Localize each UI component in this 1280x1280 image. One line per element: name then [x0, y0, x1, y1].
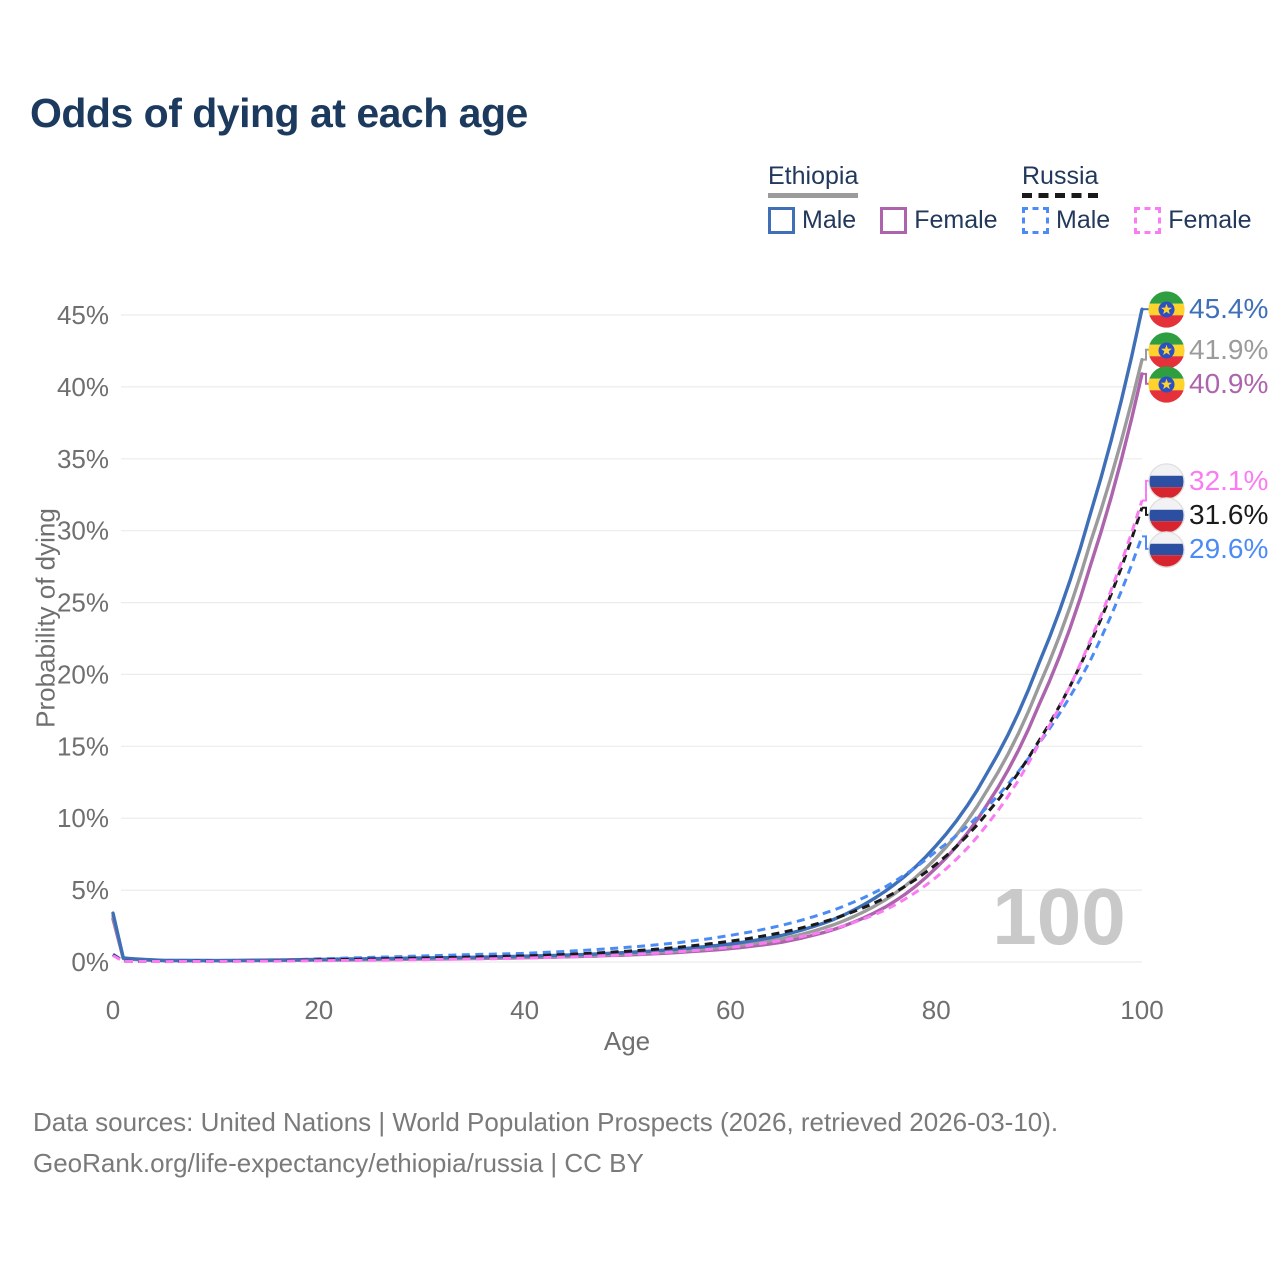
end-label-russia-both[interactable]: 31.6%: [1148, 496, 1268, 534]
legend-label: Female: [1168, 206, 1252, 234]
legend-country-russia[interactable]: Russia: [1022, 162, 1099, 198]
end-value-label: 32.1%: [1189, 465, 1269, 496]
x-tick-label: 80: [922, 995, 951, 1025]
ethiopia-flag-icon: [1148, 331, 1185, 369]
y-tick-label: 10%: [57, 803, 109, 833]
x-tick-label: 20: [304, 995, 333, 1025]
x-tick-label: 60: [716, 995, 745, 1025]
end-label-russia-male[interactable]: 29.6%: [1148, 530, 1268, 568]
end-label-ethiopia-female[interactable]: 40.9%: [1148, 365, 1268, 403]
legend-item-russia-male[interactable]: Male: [1022, 206, 1110, 235]
x-tick-label: 100: [1120, 995, 1163, 1025]
legend-label: Female: [914, 206, 998, 234]
legend-label: Male: [1056, 206, 1111, 234]
y-tick-label: 40%: [57, 372, 109, 402]
footer-sources: Data sources: United Nations | World Pop…: [33, 1107, 1059, 1137]
line-ethiopia-male[interactable]: [111, 307, 1144, 963]
ethiopia-flag-icon: [1148, 365, 1185, 403]
legend-group-russia: Russia Male Female: [1022, 162, 1252, 235]
y-tick-label: 5%: [71, 875, 109, 905]
line-russia-male[interactable]: [112, 535, 1144, 963]
ethiopia-female-swatch-icon: [880, 207, 908, 234]
line-ethiopia-female[interactable]: [111, 372, 1144, 963]
page-title: Odds of dying at each age: [30, 90, 528, 136]
legend-country-ethiopia[interactable]: Ethiopia: [768, 162, 859, 198]
ethiopia-flag-icon: [1148, 290, 1185, 328]
end-value-label: 45.4%: [1189, 293, 1269, 324]
legend-item-ethiopia-female[interactable]: Female: [880, 206, 998, 235]
line-russia-female[interactable]: [112, 500, 1144, 964]
y-tick-label: 0%: [71, 947, 109, 977]
end-label-ethiopia-both[interactable]: 41.9%: [1148, 331, 1268, 369]
end-value-label: 29.6%: [1189, 533, 1269, 564]
x-axis-title: Age: [603, 1026, 651, 1056]
end-value-label: 31.6%: [1189, 499, 1269, 530]
y-tick-label: 30%: [57, 516, 109, 546]
russia-flag-icon: [1148, 462, 1185, 500]
x-tick-label: 40: [510, 995, 539, 1025]
y-tick-label: 45%: [57, 300, 109, 330]
russia-flag-icon: [1148, 496, 1185, 534]
legend-group-ethiopia: Ethiopia Male Female: [768, 162, 998, 235]
y-tick-label: 20%: [57, 659, 109, 689]
y-tick-label: 35%: [57, 444, 109, 474]
legend-item-ethiopia-male[interactable]: Male: [768, 206, 856, 235]
footer: Data sources: United Nations | World Pop…: [33, 1102, 1058, 1184]
end-value-label: 41.9%: [1189, 334, 1269, 365]
footer-attribution: GeoRank.org/life-expectancy/ethiopia/rus…: [33, 1148, 644, 1178]
y-tick-label: 15%: [57, 731, 109, 761]
y-tick-label: 25%: [57, 588, 109, 618]
russia-flag-icon: [1148, 530, 1185, 568]
legend-item-russia-female[interactable]: Female: [1134, 206, 1252, 235]
russia-male-swatch-icon: [1022, 207, 1049, 234]
end-value-label: 40.9%: [1189, 368, 1269, 399]
russia-female-swatch-icon: [1134, 207, 1162, 234]
line-russia-both[interactable]: [112, 507, 1144, 963]
end-label-russia-female[interactable]: 32.1%: [1148, 462, 1268, 500]
ethiopia-male-swatch-icon: [768, 207, 795, 234]
hover-age-watermark: 100: [992, 872, 1125, 961]
legend-label: Male: [802, 206, 857, 234]
x-tick-label: 0: [106, 995, 120, 1025]
line-ethiopia-both[interactable]: [111, 357, 1144, 963]
end-label-ethiopia-male[interactable]: 45.4%: [1148, 290, 1268, 328]
legend: Ethiopia Male Female Russia Male: [768, 162, 1280, 242]
